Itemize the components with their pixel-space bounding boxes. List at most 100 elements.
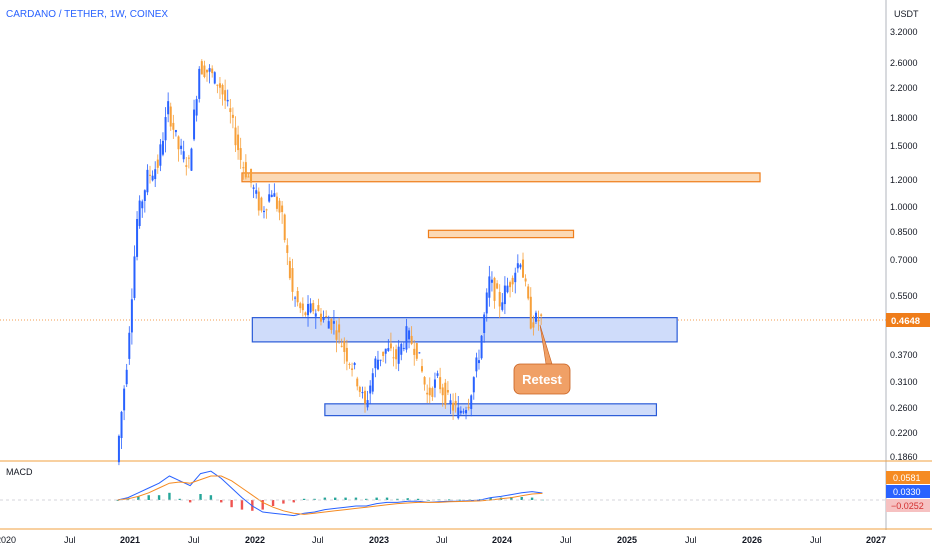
time-tick: 2025 — [617, 535, 637, 545]
candle-body — [231, 114, 234, 118]
macd-histogram-bar — [126, 498, 130, 500]
candle-body — [268, 194, 271, 202]
time-tick: Jul — [560, 535, 572, 545]
time-tick: 2021 — [120, 535, 140, 545]
candle-body — [441, 387, 444, 396]
candle-body — [307, 303, 310, 316]
candle-body — [330, 318, 333, 330]
candle-body — [483, 314, 486, 333]
time-tick: 2026 — [742, 535, 762, 545]
candle-body — [164, 117, 167, 141]
candle-body — [151, 175, 154, 181]
macd-histogram-bar — [199, 494, 202, 500]
price-tick: 3.2000 — [890, 27, 918, 37]
candle-body — [511, 277, 514, 285]
price-tick: 0.8500 — [890, 227, 918, 237]
candle-body — [221, 84, 224, 95]
candle-body — [149, 174, 152, 176]
candle-body — [452, 402, 455, 411]
retest-callout: Retest — [513, 324, 571, 395]
candle-body — [133, 256, 136, 298]
candle-body — [138, 200, 141, 226]
candle-body — [229, 108, 232, 113]
macd-histogram-bar — [334, 497, 337, 500]
candle-body — [527, 286, 530, 299]
macd-histogram-bar — [116, 500, 119, 501]
price-tick: 0.1860 — [890, 452, 918, 462]
candle-body — [488, 276, 491, 298]
candle-body — [169, 106, 172, 127]
macd-histogram-bar — [292, 500, 295, 503]
candle-body — [477, 360, 480, 364]
candle-body — [462, 411, 465, 413]
candle-body — [358, 386, 361, 392]
candle-body — [244, 162, 247, 178]
candle-body — [283, 214, 286, 241]
candle-body — [257, 191, 260, 211]
candle-body — [125, 369, 128, 385]
candle-body — [239, 148, 242, 160]
candle-body — [493, 277, 496, 301]
macd-histogram-bar — [240, 500, 244, 510]
candle-body — [366, 400, 369, 408]
candle-body — [291, 268, 294, 292]
candle-body — [465, 410, 468, 414]
support-zone — [324, 403, 658, 417]
candle-body — [506, 285, 509, 293]
time-tick: Jul — [188, 535, 200, 545]
price-tick: 2.6000 — [890, 58, 918, 68]
macd-histogram-bar — [282, 500, 285, 504]
time-tick: 2022 — [245, 535, 265, 545]
candle-body — [485, 292, 488, 314]
candle-body — [281, 205, 284, 213]
candle-body — [252, 187, 255, 189]
candle-body — [444, 382, 447, 406]
candle-body — [387, 348, 390, 351]
candle-body — [364, 390, 367, 404]
macd-histogram-bar — [261, 500, 264, 510]
candle-body — [247, 176, 250, 178]
candle-body — [156, 159, 159, 168]
candle-body — [340, 345, 343, 347]
macd-histogram-bar — [344, 497, 347, 500]
candle-body — [332, 321, 335, 324]
candle-body — [439, 377, 442, 390]
macd-layer — [116, 470, 544, 517]
candle-body — [224, 90, 227, 101]
macd-histogram-bar — [220, 500, 223, 503]
candle-body — [348, 363, 351, 365]
macd-histogram-bar — [406, 498, 409, 500]
macd-histogram-bar — [313, 498, 316, 500]
candle-body — [309, 303, 312, 313]
macd-histogram-bar — [385, 497, 389, 500]
candle-body — [319, 313, 322, 322]
histogram-value-tag — [886, 499, 930, 512]
candle-body — [351, 368, 354, 370]
macd-histogram-bar — [510, 497, 513, 500]
candle-body — [273, 193, 276, 197]
candle-body — [382, 351, 385, 356]
candle-body — [174, 129, 177, 133]
macd-histogram-bar — [520, 497, 523, 500]
candle-body — [296, 291, 299, 303]
resistance-zone — [427, 229, 575, 239]
time-tick: 2027 — [866, 535, 886, 545]
macd-histogram-bar — [168, 492, 171, 500]
candle-body — [374, 358, 377, 369]
candle-body — [325, 316, 328, 318]
candle-body — [117, 435, 120, 463]
candle-body — [250, 168, 253, 183]
candle-body — [433, 379, 436, 388]
candle-body — [418, 352, 421, 354]
macd-histogram-bar — [365, 498, 368, 500]
macd-histogram-bar — [458, 499, 461, 501]
candle-body — [322, 317, 325, 321]
candle-body — [389, 343, 392, 349]
candle-body — [172, 122, 175, 130]
candle-body — [428, 387, 431, 396]
candle-body — [459, 410, 462, 414]
candle-body — [480, 335, 483, 359]
candle-body — [408, 330, 411, 340]
